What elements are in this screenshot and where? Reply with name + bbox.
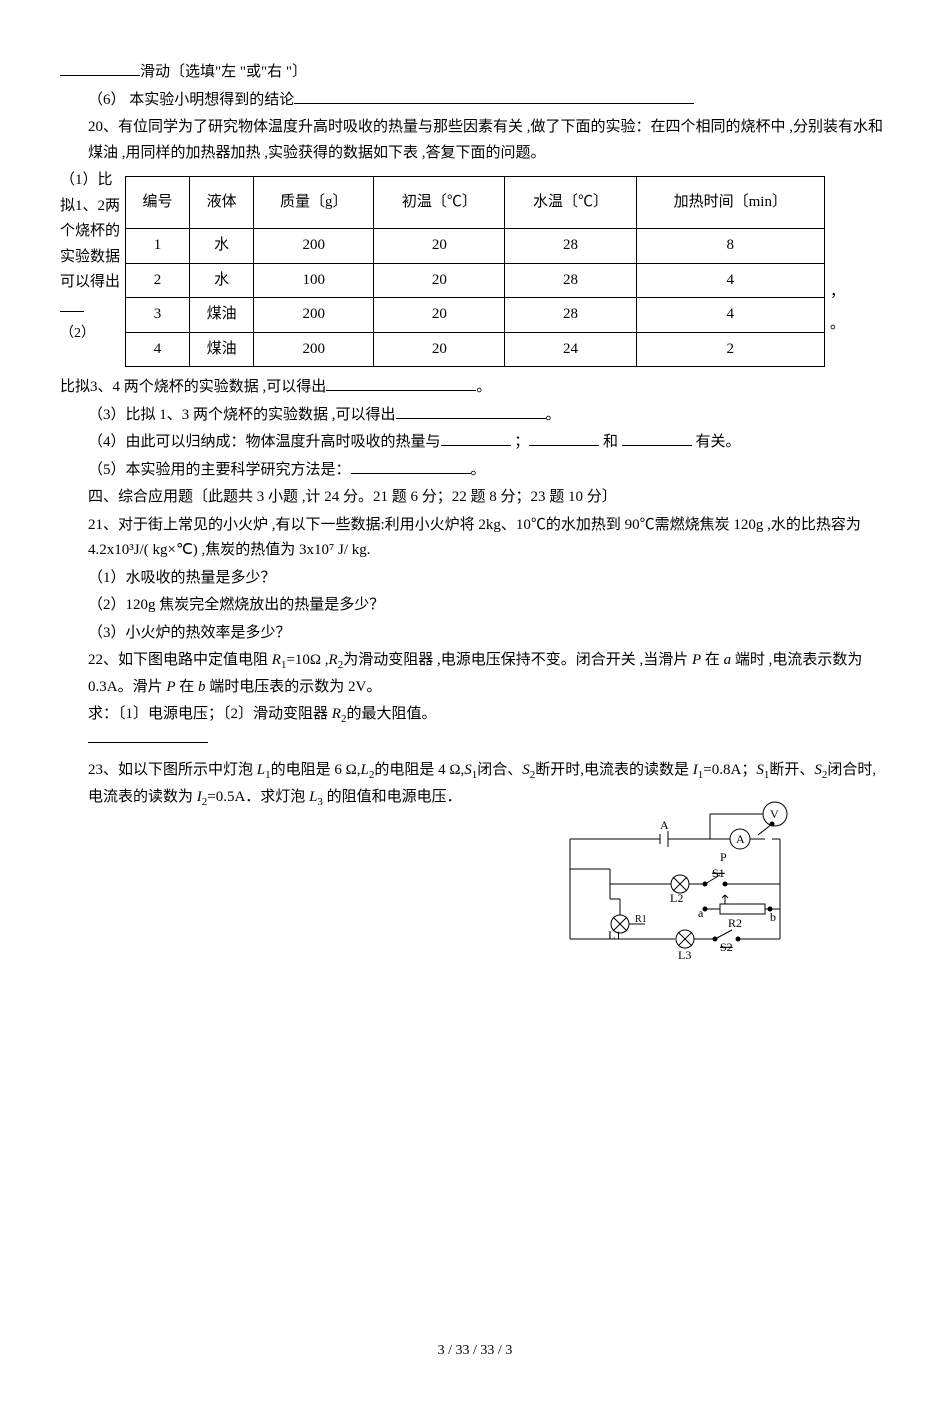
circuit-L3: L3 — [678, 948, 691, 962]
circuit-A2: A — [660, 818, 669, 832]
slide-text: 滑动〔选填"左 "或"右 "〕 — [140, 64, 307, 80]
q22-space — [60, 731, 890, 757]
q20-and: 和 — [603, 434, 618, 450]
table-cell: 20 — [374, 332, 505, 367]
circuit-S1: S1 — [712, 866, 725, 880]
q21-sub3: （3）小火炉的热效率是多少？ — [60, 621, 890, 647]
table-cell: 20 — [374, 229, 505, 264]
table-cell: 28 — [505, 263, 636, 298]
th-liquid: 液体 — [190, 177, 254, 229]
q22-intro: 22、如下图电路中定值电阻 R1=10Ω ,R2为滑动变阻器 ,电源电压保持不变… — [60, 648, 890, 700]
q21-sub1: （1）水吸收的热量是多少？ — [60, 566, 890, 592]
blank-underline — [441, 431, 511, 446]
blank-underline — [294, 89, 694, 104]
q20-item4: （4）由此可以归纳成：物体温度升高时吸收的热量与 ； 和 有关。 — [60, 430, 890, 456]
circuit-A: A — [736, 832, 745, 846]
table-cell: 200 — [254, 229, 374, 264]
table-cell: 2 — [636, 332, 824, 367]
blank-underline — [622, 431, 692, 446]
table-cell: 煤油 — [190, 332, 254, 367]
table-row: 4煤油20020242 — [126, 332, 825, 367]
th-mass: 质量〔g〕 — [254, 177, 374, 229]
q21-sub2: （2）120g 焦炭完全燃烧放出的热量是多少？ — [60, 593, 890, 619]
table-cell: 28 — [505, 229, 636, 264]
table-cell: 2 — [126, 263, 190, 298]
blank-underline — [88, 742, 208, 743]
circuit-P: P — [720, 850, 727, 864]
q20-side: （1）比拟1、2两个烧杯的实验数据可以得出 — [60, 172, 120, 290]
q20-item3-text: （3）比拟 1、3 两个烧杯的实验数据 ,可以得出 — [88, 407, 396, 423]
th-temp1: 初温〔℃〕 — [374, 177, 505, 229]
circuit-L1: L1 — [608, 928, 621, 942]
q20-item2: 比拟3、4 两个烧杯的实验数据 ,可以得出。 — [60, 375, 890, 401]
q20-item3: （3）比拟 1、3 两个烧杯的实验数据 ,可以得出。 — [60, 403, 890, 429]
circuit-L2: L2 — [670, 891, 683, 905]
slide-line: 滑动〔选填"左 "或"右 "〕 — [60, 60, 890, 86]
q20-side-wrap: （1）比拟1、2两个烧杯的实验数据可以得出 （2） — [60, 168, 120, 347]
item6-text: 本实验小明想得到的结论 — [129, 92, 294, 108]
table-cell: 煤油 — [190, 298, 254, 333]
q20-item5: （5）本实验用的主要科学研究方法是：。 — [60, 458, 890, 484]
table-cell: 28 — [505, 298, 636, 333]
th-time: 加热时间〔min〕 — [636, 177, 824, 229]
table-cell: 水 — [190, 263, 254, 298]
blank-underline — [60, 61, 140, 76]
table-cell: 4 — [126, 332, 190, 367]
blank-underline — [529, 431, 599, 446]
table-row: 3煤油20020284 — [126, 298, 825, 333]
table-cell: 3 — [126, 298, 190, 333]
blank-underline — [351, 459, 471, 474]
q20-item2-text: 比拟3、4 两个烧杯的实验数据 ,可以得出 — [60, 379, 326, 395]
table-cell: 4 — [636, 263, 824, 298]
circuit-b: b — [770, 910, 776, 924]
item6-label: （6） — [88, 92, 126, 108]
circuit-R2: R2 — [728, 916, 742, 930]
circuit-V: V — [770, 807, 779, 821]
table-row: 2水10020284 — [126, 263, 825, 298]
circuit-a: a — [698, 906, 704, 920]
item6-line: （6） 本实验小明想得到的结论 — [60, 88, 890, 114]
table-cell: 200 — [254, 332, 374, 367]
blank-underline — [396, 404, 546, 419]
q22-ask: 求：〔1〕电源电压；〔2〕滑动变阻器 R2的最大阻值。 — [60, 702, 890, 729]
table-cell: 8 — [636, 229, 824, 264]
blank-underline — [60, 297, 84, 312]
trail-period: 。 — [830, 312, 845, 338]
table-cell: 1 — [126, 229, 190, 264]
page-footer: 3 / 33 / 33 / 3 — [60, 1339, 890, 1363]
section4-title: 四、综合应用题〔此题共 3 小题 ,计 24 分。21 题 6 分；22 题 8… — [60, 485, 890, 511]
blank-underline — [326, 376, 476, 391]
q20-intro: 20、有位同学为了研究物体温度升高时吸收的热量与那些因素有关 ,做了下面的实验：… — [60, 115, 890, 166]
trail-comma: ， — [830, 280, 845, 306]
circuit-S2: S2 — [720, 940, 733, 954]
svg-text:R1: R1 — [635, 914, 647, 925]
circuit-diagram: R1 V A A P a b L1 L2 L3 R2 — [560, 799, 790, 979]
table-row: 1水20020288 — [126, 229, 825, 264]
q20-sep: ； — [514, 434, 529, 450]
table-cell: 水 — [190, 229, 254, 264]
q20-end: 有关。 — [696, 434, 741, 450]
table-cell: 200 — [254, 298, 374, 333]
th-temp2: 水温〔℃〕 — [505, 177, 636, 229]
table-cell: 24 — [505, 332, 636, 367]
table-cell: 20 — [374, 263, 505, 298]
table-cell: 100 — [254, 263, 374, 298]
q20-item4-text: （4）由此可以归纳成：物体温度升高时吸收的热量与 — [88, 434, 441, 450]
q20-item5-text: （5）本实验用的主要科学研究方法是： — [88, 462, 351, 478]
table-cell: 20 — [374, 298, 505, 333]
data-table: 编号 液体 质量〔g〕 初温〔℃〕 水温〔℃〕 加热时间〔min〕 1水2002… — [125, 176, 825, 367]
q21-intro: 21、对于街上常见的小火炉 ,有以下一些数据:利用小火炉将 2kg、10℃的水加… — [60, 513, 890, 564]
th-id: 编号 — [126, 177, 190, 229]
table-cell: 4 — [636, 298, 824, 333]
